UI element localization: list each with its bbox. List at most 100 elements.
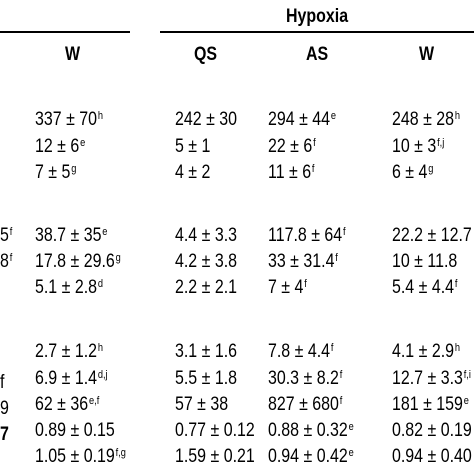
cell-value: 4.2 ± 3.8 [175, 251, 238, 272]
cell-value: 10 ± 3 [392, 136, 437, 157]
cell-value: 12.7 ± 3.3 [392, 368, 463, 389]
cell-value: 0.88 ± 0.32 [268, 420, 348, 441]
table-cell-qs: 4 ± 2 [175, 162, 210, 184]
cell-value: 181 ± 159 [392, 394, 463, 415]
cell-footnote-marker: h [97, 342, 103, 354]
left-fragment: f [0, 372, 5, 393]
table-cell-qs: 0.77 ± 0.12 [175, 420, 255, 442]
cell-value: 33 ± 31.4 [268, 251, 335, 272]
cell-value: 5 ± 1 [175, 136, 211, 157]
table-cell-w1: 0.89 ± 0.15 [35, 420, 115, 442]
cell-value: 2.7 ± 1.2 [35, 341, 98, 362]
table-cell-w2: 6 ± 4g [392, 162, 433, 184]
left-fragment: 5f [0, 225, 13, 246]
table-cell-qs: 4.4 ± 3.3 [175, 225, 237, 247]
table-cell-w2: 4.1 ± 2.9h [392, 341, 460, 363]
cell-footnote-marker: d,j [97, 369, 108, 381]
header-rule-left [0, 31, 130, 33]
cell-value: 6.9 ± 1.4 [35, 368, 98, 389]
cell-value: 0.82 ± 0.19 [392, 420, 472, 441]
table-cell-as: 0.88 ± 0.32e [268, 420, 354, 442]
hypoxia-group-header: Hypoxia [286, 6, 349, 27]
cell-value: 294 ± 44 [268, 109, 331, 130]
table-cell-w1: 12 ± 6e [35, 136, 85, 158]
cell-value: 7.8 ± 4.4 [268, 341, 331, 362]
cell-footnote-marker: f [330, 342, 334, 354]
cell-value: 1.59 ± 0.21 [175, 446, 255, 467]
table-cell-w1: 17.8 ± 29.6g [35, 251, 121, 273]
cell-value: 17.8 ± 29.6 [35, 251, 115, 272]
cell-footnote-marker: g [428, 163, 434, 175]
table-cell-as: 0.94 ± 0.42e [268, 446, 354, 468]
cell-value: 0.77 ± 0.12 [175, 420, 255, 441]
cell-value: 22 ± 6 [268, 136, 313, 157]
cell-footnote-marker: e [80, 137, 86, 149]
table-cell-w2: 10 ± 3f,j [392, 136, 444, 158]
table-cell-w2: 248 ± 28h [392, 109, 460, 131]
cell-footnote-marker: f [454, 278, 458, 290]
cell-value: 0.94 ± 0.42 [268, 446, 348, 467]
table-cell-qs: 4.2 ± 3.8 [175, 251, 237, 273]
cell-footnote-marker: f,i [463, 369, 471, 381]
cell-value: 6 ± 4 [392, 162, 428, 183]
cell-footnote-marker: f [339, 369, 343, 381]
cell-footnote-marker: f [304, 278, 307, 290]
table-cell-as: 7 ± 4f [268, 277, 307, 299]
cell-footnote-marker: e [348, 447, 354, 459]
cell-value: 4.4 ± 3.3 [175, 225, 238, 246]
header-rule-hypoxia [160, 31, 474, 33]
cell-footnote-marker: h [97, 110, 104, 122]
cell-value: 0.94 ± 0.40 [392, 446, 472, 467]
table-cell-w1: 38.7 ± 35e [35, 225, 107, 247]
left-fragment: 8f [0, 251, 13, 272]
table-cell-as: 294 ± 44e [268, 109, 336, 131]
table-cell-w2: 181 ± 159e [392, 394, 469, 416]
cell-value: 5.4 ± 4.4 [392, 277, 455, 298]
table-cell-qs: 5 ± 1 [175, 136, 210, 158]
table-cell-w1: 1.05 ± 0.19f,g [35, 446, 126, 468]
cell-value: 5.1 ± 2.8 [35, 277, 98, 298]
table-cell-w2: 22.2 ± 12.7 [392, 225, 472, 247]
cell-footnote-marker: f [313, 137, 316, 149]
cell-value: 10 ± 11.8 [392, 251, 458, 272]
cell-value: 242 ± 30 [175, 109, 238, 130]
table-cell-as: 33 ± 31.4f [268, 251, 338, 273]
cell-footnote-marker: h [454, 342, 460, 354]
cell-footnote-marker: e [102, 226, 108, 238]
table-cell-qs: 2.2 ± 2.1 [175, 277, 237, 299]
cell-value: 2.2 ± 2.1 [175, 277, 238, 298]
table-cell-as: 117.8 ± 64f [268, 225, 346, 247]
column-header-w-hypoxia: W [419, 44, 435, 65]
cell-footnote-marker: e [463, 395, 469, 407]
cell-value: 117.8 ± 64 [268, 225, 343, 246]
column-header-qs: QS [194, 44, 218, 65]
column-header-as: AS [306, 44, 329, 65]
cell-value: 62 ± 36 [35, 394, 89, 415]
column-header-w-control: W [65, 44, 81, 65]
table-cell-qs: 57 ± 38 [175, 394, 228, 416]
cell-footnote-marker: f [311, 163, 315, 175]
cell-footnote-marker: f,g [115, 447, 126, 459]
cell-value: 5.5 ± 1.8 [175, 368, 238, 389]
cell-value: 4 ± 2 [175, 162, 211, 183]
cell-value: 1.05 ± 0.19 [35, 446, 115, 467]
table-cell-qs: 1.59 ± 0.21 [175, 446, 255, 468]
cell-footnote-marker: f [339, 395, 343, 407]
table-cell-as: 22 ± 6f [268, 136, 316, 158]
table-cell-as: 30.3 ± 8.2f [268, 368, 342, 390]
table-cell-w2: 5.4 ± 4.4f [392, 277, 457, 299]
cell-value: 22.2 ± 12.7 [392, 225, 472, 246]
cell-footnote-marker: g [71, 163, 77, 175]
table-cell-w2: 12.7 ± 3.3f,i [392, 368, 471, 390]
table-cell-w1: 62 ± 36e,f [35, 394, 99, 416]
cell-value: 3.1 ± 1.6 [175, 341, 238, 362]
cell-value: 30.3 ± 8.2 [268, 368, 339, 389]
cell-value: 38.7 ± 35 [35, 225, 102, 246]
cell-value: 248 ± 28 [392, 109, 455, 130]
table-cell-w2: 0.82 ± 0.19 [392, 420, 472, 442]
table-cell-as: 827 ± 680f [268, 394, 342, 416]
cell-value: 7 ± 5 [35, 162, 71, 183]
left-fragment: 7 [0, 424, 9, 445]
table-cell-w1: 5.1 ± 2.8d [35, 277, 103, 299]
table-cell-qs: 5.5 ± 1.8 [175, 368, 237, 390]
